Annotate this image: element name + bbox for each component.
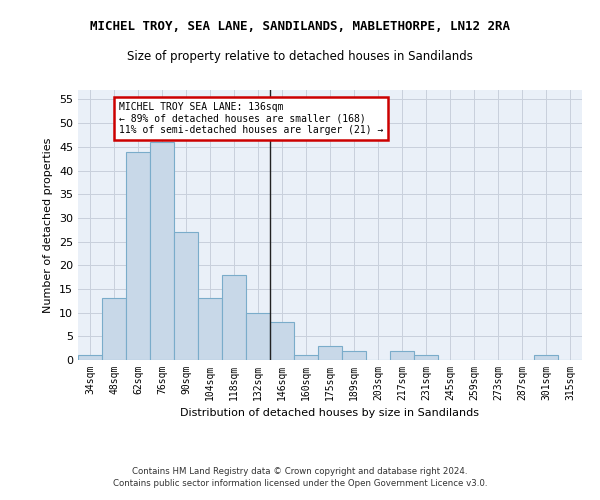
Bar bbox=[150, 142, 174, 360]
Bar bbox=[414, 356, 438, 360]
Bar bbox=[246, 312, 270, 360]
Bar bbox=[126, 152, 150, 360]
Bar bbox=[318, 346, 342, 360]
Bar bbox=[534, 356, 558, 360]
Text: Contains HM Land Registry data © Crown copyright and database right 2024.: Contains HM Land Registry data © Crown c… bbox=[132, 467, 468, 476]
Bar bbox=[102, 298, 126, 360]
X-axis label: Distribution of detached houses by size in Sandilands: Distribution of detached houses by size … bbox=[181, 408, 479, 418]
Bar bbox=[270, 322, 294, 360]
Text: Contains public sector information licensed under the Open Government Licence v3: Contains public sector information licen… bbox=[113, 479, 487, 488]
Text: MICHEL TROY SEA LANE: 136sqm
← 89% of detached houses are smaller (168)
11% of s: MICHEL TROY SEA LANE: 136sqm ← 89% of de… bbox=[119, 102, 383, 135]
Bar bbox=[78, 356, 102, 360]
Bar bbox=[342, 350, 366, 360]
Bar bbox=[174, 232, 198, 360]
Bar bbox=[390, 350, 414, 360]
Text: Size of property relative to detached houses in Sandilands: Size of property relative to detached ho… bbox=[127, 50, 473, 63]
Y-axis label: Number of detached properties: Number of detached properties bbox=[43, 138, 53, 312]
Bar bbox=[294, 356, 318, 360]
Text: MICHEL TROY, SEA LANE, SANDILANDS, MABLETHORPE, LN12 2RA: MICHEL TROY, SEA LANE, SANDILANDS, MABLE… bbox=[90, 20, 510, 33]
Bar bbox=[222, 274, 246, 360]
Bar bbox=[198, 298, 222, 360]
